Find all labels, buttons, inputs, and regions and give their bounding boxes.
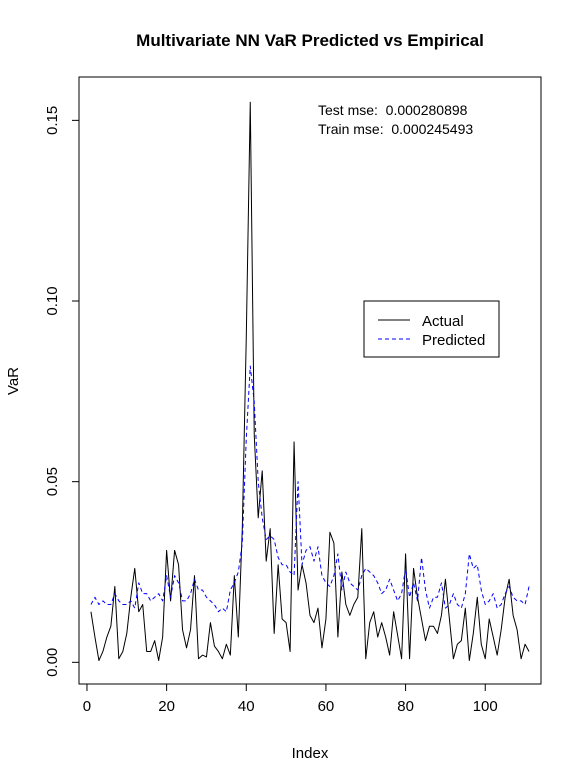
x-tick-label: 80 <box>397 698 414 715</box>
y-axis: 0.00 0.05 0.10 0.15 <box>44 106 80 677</box>
plot-frame <box>78 76 542 685</box>
y-axis-label: VaR <box>5 367 22 395</box>
x-axis-label: Index <box>292 745 329 762</box>
y-tick-label: 0.00 <box>44 648 61 677</box>
series-line-predicted <box>90 365 530 613</box>
test-mse-annotation: Test mse: 0.000280898 <box>318 102 468 118</box>
x-tick-label: 100 <box>473 698 498 715</box>
chart-title: Multivariate NN VaR Predicted vs Empiric… <box>136 31 484 50</box>
x-tick-label: 20 <box>158 698 175 715</box>
x-tick-label: 60 <box>318 698 335 715</box>
y-tick-label: 0.15 <box>44 106 61 135</box>
x-tick-label: 40 <box>238 698 255 715</box>
train-mse-annotation: Train mse: 0.000245493 <box>318 121 473 137</box>
legend-actual-label: Actual <box>422 313 464 330</box>
series-layer <box>90 101 530 662</box>
series-line-actual <box>90 101 530 662</box>
legend-box <box>363 300 500 358</box>
legend-predicted-label: Predicted <box>422 332 485 349</box>
x-tick-label: 0 <box>83 698 91 715</box>
y-tick-label: 0.05 <box>44 467 61 496</box>
y-tick-label: 0.10 <box>44 286 61 315</box>
x-axis: 0 20 40 60 80 100 <box>83 683 498 715</box>
legend: Actual Predicted <box>363 300 500 358</box>
